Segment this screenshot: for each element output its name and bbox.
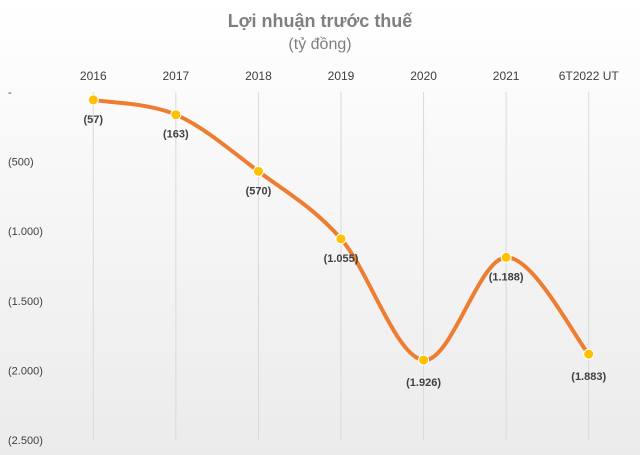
y-tick-label: (2.500) <box>8 435 43 447</box>
data-label: (163) <box>163 129 189 141</box>
x-tick-label: 2020 <box>410 69 437 83</box>
y-tick-label: (1.000) <box>8 226 43 238</box>
x-tick-label: 2019 <box>328 69 355 83</box>
x-tick-label: 2018 <box>245 69 272 83</box>
data-label: (570) <box>246 185 272 197</box>
data-point <box>170 109 182 121</box>
x-axis: 2016 2017 2018 2019 2020 2021 6T2022 UT <box>80 69 619 83</box>
data-point <box>418 354 430 366</box>
grid-lines <box>92 92 590 440</box>
y-tick-label: (2.000) <box>8 365 43 377</box>
data-point <box>583 348 595 360</box>
y-tick-label: (1.500) <box>8 296 43 308</box>
y-tick-label: - <box>8 87 12 99</box>
x-tick-label: 2016 <box>80 69 107 83</box>
data-points <box>87 94 595 366</box>
data-point <box>252 165 264 177</box>
y-axis: - (500) (1.000) (1.500) (2.000) (2.500) <box>8 87 43 447</box>
chart-subtitle: (tỷ đồng) <box>288 36 351 53</box>
data-point <box>87 94 99 106</box>
y-tick-label: (500) <box>8 157 34 169</box>
chart-title: Lợi nhuận trước thuế <box>228 11 414 31</box>
data-label: (1.055) <box>324 253 359 265</box>
x-tick-label: 2021 <box>493 69 520 83</box>
data-label: (1.883) <box>571 371 606 383</box>
data-label: (57) <box>84 114 104 126</box>
x-tick-label: 6T2022 UT <box>559 69 620 83</box>
data-label: (1.188) <box>489 271 524 283</box>
data-labels: (57) (163) (570) (1.055) (1.926) (1.188) (1.88… <box>84 114 607 389</box>
data-label: (1.926) <box>406 377 441 389</box>
x-tick-label: 2017 <box>163 69 190 83</box>
data-point <box>500 251 512 263</box>
data-point <box>335 233 347 245</box>
